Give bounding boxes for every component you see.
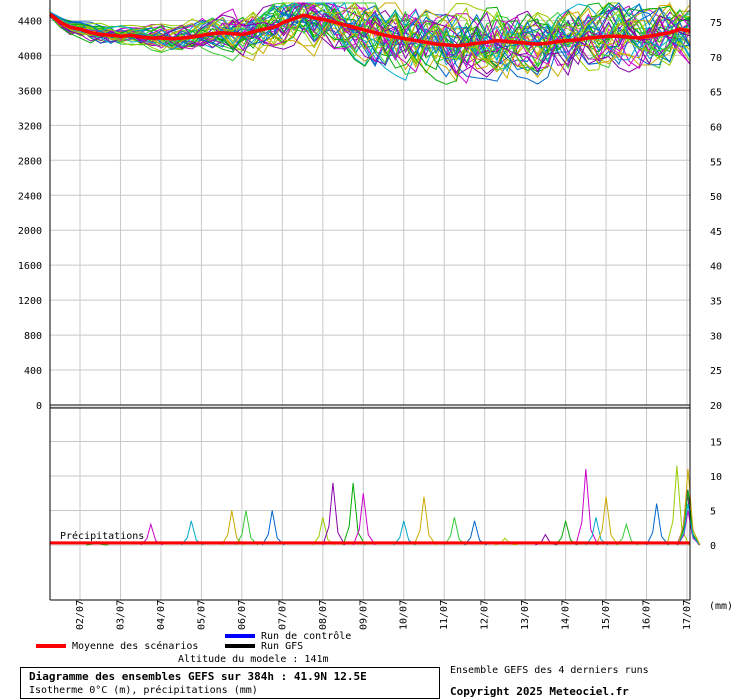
ensemble-member-line (49, 2, 691, 73)
title-box: Diagramme des ensembles GEFS sur 384h : … (20, 667, 440, 699)
x-tick-label: 06/07 (237, 600, 248, 630)
legend-gfs-label: Run GFS (261, 641, 304, 652)
precip-member-line (393, 520, 417, 546)
copyright: Copyright 2025 Meteociel.fr (450, 685, 629, 698)
precip-member-line (677, 503, 701, 546)
y-left-tick-label: 800 (24, 331, 42, 342)
x-tick-label: 07/07 (277, 600, 288, 630)
precip-member-line (595, 496, 619, 546)
y-right-precip-tick-label: 15 (710, 438, 722, 449)
y-right-tick-label: 40 (710, 262, 722, 273)
top-panel-mean-line (48, 13, 691, 48)
x-tick-label: 09/07 (358, 600, 369, 630)
chart-subtitle: Isotherme 0°C (m), précipitations (mm) (29, 685, 258, 696)
gefs-ensemble-chart: 4400400036003200280024002000160012008004… (18, 0, 733, 630)
bottom-panel-grid (50, 406, 690, 600)
y-left-tick-label: 3200 (18, 121, 42, 132)
y-right-precip-tick-label: 5 (710, 507, 716, 518)
y-left-tick-label: 2000 (18, 226, 42, 237)
legend-mean-label: Moyenne des scénarios (72, 641, 199, 652)
x-tick-label: 17/07 (682, 600, 693, 630)
x-tick-label: 12/07 (480, 600, 491, 630)
x-tick-label: 15/07 (601, 600, 612, 630)
precip-member-line (180, 520, 204, 546)
ensemble-member-line (49, 2, 691, 78)
y-left-tick-label: 3600 (18, 86, 42, 97)
mean-swatch (36, 644, 66, 648)
chart-tick-labels: 4400400036003200280024002000160012008004… (18, 16, 722, 630)
x-tick-label: 08/07 (318, 600, 329, 630)
ensemble-member-line (49, 2, 691, 61)
control-run-swatch (225, 634, 255, 638)
precip-member-line (677, 510, 701, 546)
precip-member-line (413, 496, 437, 546)
y-right-precip-tick-label: 0 (710, 541, 716, 552)
y-left-tick-label: 1200 (18, 296, 42, 307)
precip-member-line (221, 510, 245, 546)
chart-title: Diagramme des ensembles GEFS sur 384h : … (29, 670, 367, 683)
ensemble-member-line (49, 2, 691, 59)
y-right-tick-label: 20 (710, 401, 722, 412)
y-right-tick-label: 50 (710, 192, 722, 203)
x-tick-label: 16/07 (642, 600, 653, 630)
y-right-tick-label: 25 (710, 366, 722, 377)
precip-member-line (312, 517, 336, 546)
y-left-tick-label: 400 (24, 366, 42, 377)
bottom-panel-ensemble-members (86, 465, 701, 546)
precip-member-line (555, 520, 578, 546)
y-right-tick-label: 45 (710, 227, 722, 238)
x-tick-label: 10/07 (399, 600, 410, 630)
precip-member-line (646, 503, 670, 546)
precip-member-line (677, 489, 701, 546)
y-right-tick-label: 60 (710, 122, 722, 133)
precip-member-line (322, 482, 346, 546)
precip-member-line (677, 469, 701, 546)
y-left-tick-label: 0 (36, 401, 42, 412)
legend-control-label: Run de contrôle (261, 631, 352, 642)
precip-member-line (235, 510, 259, 546)
precip-member-line (261, 510, 285, 546)
precip-member-line (352, 493, 376, 546)
chart-axes (49, 0, 691, 601)
y-left-tick-label: 1600 (18, 261, 42, 272)
precip-member-line (464, 520, 487, 546)
mm-unit-label: (mm) (709, 601, 733, 612)
ensemble-note: Ensemble GEFS des 4 derniers runs (450, 665, 649, 676)
y-left-tick-label: 2800 (18, 156, 42, 167)
precip-member-line (342, 482, 366, 546)
ensemble-member-line (49, 2, 691, 67)
y-right-tick-label: 55 (710, 157, 722, 168)
y-left-tick-label: 2400 (18, 191, 42, 202)
y-right-tick-label: 30 (710, 331, 722, 342)
x-tick-label: 13/07 (520, 600, 531, 630)
x-tick-label: 04/07 (156, 600, 167, 630)
y-right-precip-tick-label: 10 (710, 472, 722, 483)
x-tick-label: 14/07 (561, 600, 572, 630)
y-left-tick-label: 4400 (18, 16, 42, 27)
x-tick-label: 02/07 (75, 600, 86, 630)
y-right-tick-label: 35 (710, 297, 722, 308)
top-panel-ensemble-members (49, 1, 691, 85)
legend-mean: Moyenne des scénarios (36, 641, 198, 652)
mean-series-line (48, 13, 691, 48)
altitude-label: Altitude du modele : 141m (178, 654, 329, 665)
legend-control-run: Run de contrôle (225, 631, 351, 642)
y-left-tick-label: 4000 (18, 51, 42, 62)
precip-member-line (585, 517, 609, 546)
x-tick-label: 03/07 (115, 600, 126, 630)
ensemble-member-line (49, 2, 691, 68)
y-right-tick-label: 70 (710, 53, 722, 64)
ensemble-member-line (49, 4, 691, 75)
precip-label: Précipitations (60, 530, 144, 542)
precip-member-line (575, 469, 599, 546)
precip-member-line (443, 517, 467, 546)
x-tick-label: 05/07 (196, 600, 207, 630)
y-right-tick-label: 75 (710, 18, 722, 29)
x-tick-label: 11/07 (439, 600, 450, 630)
y-right-tick-label: 65 (710, 88, 722, 99)
legend-gfs-run: Run GFS (225, 641, 303, 652)
gfs-run-swatch (225, 644, 255, 648)
